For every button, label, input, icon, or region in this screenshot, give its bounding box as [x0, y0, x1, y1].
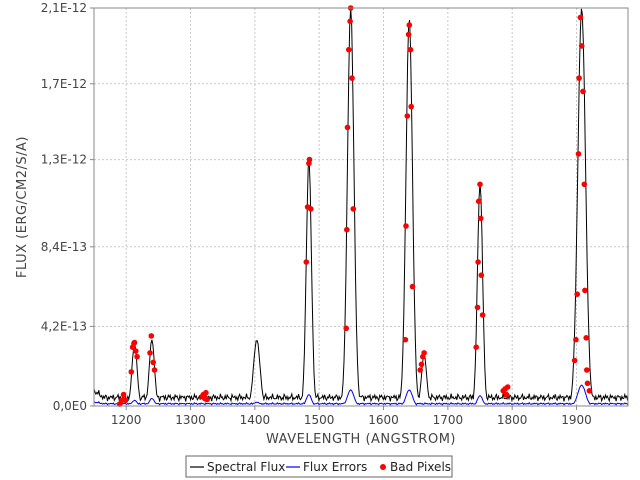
legend: Spectral Flux Flux Errors Bad Pixels [185, 455, 453, 478]
bad-pixel-point [120, 391, 127, 398]
bad-pixel-point [408, 103, 415, 110]
legend-flux-errors: Flux Errors [303, 460, 367, 474]
bad-pixel-point [574, 291, 580, 298]
legend-spectral-flux: Spectral Flux [207, 460, 285, 474]
x-tick-label: 1900 [561, 413, 592, 427]
bad-pixel-point [128, 369, 135, 375]
x-tick-label: 1500 [304, 413, 335, 427]
flux-errors-line [93, 384, 629, 406]
bad-pixel-point [131, 339, 138, 346]
series-layer [93, 5, 629, 407]
bad-pixel-point [344, 226, 350, 233]
bad-pixel-point [402, 336, 409, 343]
bad-pixel-point [578, 43, 585, 49]
bad-pixel-point [418, 361, 425, 368]
bad-pixel-point [406, 22, 413, 28]
x-axis-title: WAVELENGTH (ANGSTROM) [266, 432, 456, 447]
bad-pixel-point [133, 348, 139, 354]
x-tick-label: 1800 [497, 413, 528, 427]
bad-pixel-point [571, 357, 578, 364]
bad-pixel-point [474, 304, 481, 311]
y-tick-label: 8,4E-13 [41, 240, 87, 254]
bad-pixel-point [350, 206, 357, 212]
bad-pixel-point [150, 359, 156, 366]
bad-pixel-point [404, 113, 411, 119]
bad-pixel-point [403, 223, 409, 229]
bad-pixel-point [421, 350, 427, 356]
bad-pixel-point [151, 367, 158, 373]
bad-pixel-point [405, 31, 412, 38]
y-tick-label: 0,0E0 [53, 399, 87, 413]
legend-bad-pixels-marker [380, 464, 386, 470]
y-axis-title: FLUX (ERG/CM2/S/A) [15, 136, 30, 278]
bad-pixel-point [475, 259, 481, 265]
y-tick-label: 2,1E-12 [41, 1, 87, 15]
x-tick-label: 1700 [433, 413, 464, 427]
legend-box [185, 455, 453, 478]
bad-pixel-point [122, 397, 129, 404]
bad-pixel-point [504, 384, 511, 390]
bad-pixel-point [308, 206, 314, 212]
bad-pixel-point [479, 312, 486, 318]
plot-background [94, 8, 628, 406]
bad-pixel-point [584, 380, 591, 387]
bad-pixel-point [417, 367, 424, 373]
bad-pixel-point [306, 156, 313, 163]
bad-pixel-point [586, 388, 593, 394]
bad-pixel-point [203, 389, 209, 396]
bad-pixel-point [303, 259, 310, 265]
bad-pixel-point [576, 75, 582, 81]
bad-pixel-point [584, 367, 590, 373]
bad-pixel-point [349, 75, 355, 81]
bad-pixel-point [577, 14, 584, 21]
bad-pixel-point [580, 88, 586, 95]
bad-pixel-point [478, 272, 485, 279]
y-tick-label: 4,2E-13 [41, 319, 87, 333]
x-tick-label: 1200 [111, 413, 142, 427]
bad-pixel-point [503, 391, 510, 398]
bad-pixel-point [473, 344, 480, 351]
y-tick-label: 1,7E-12 [41, 77, 87, 91]
bad-pixel-point [583, 335, 589, 341]
bad-pixel-point [407, 46, 414, 53]
bad-pixel-point [343, 325, 350, 332]
bad-pixel-point [204, 396, 210, 403]
x-tick-label: 1300 [175, 413, 206, 427]
bad-pixel-point [582, 287, 588, 294]
bad-pixel-point [347, 18, 353, 25]
y-tick-label: 1,3E-12 [41, 153, 87, 167]
plot-frame [93, 7, 629, 407]
bad-pixel-point [409, 283, 416, 290]
spectral-flux-line [93, 7, 629, 403]
bad-pixel-point [346, 46, 352, 53]
axis-ticks: 1200 1300 1400 1500 1600 1700 1800 1900 0,0E0 4,2… [41, 1, 592, 427]
x-tick-label: 1600 [368, 413, 399, 427]
bad-pixel-point [477, 215, 484, 222]
bad-pixel-point [475, 198, 482, 205]
bad-pixel-point [575, 151, 582, 157]
x-tick-label: 1400 [240, 413, 271, 427]
bad-pixel-point [134, 353, 140, 360]
bad-pixel-point [573, 336, 579, 343]
bad-pixel-point [477, 181, 483, 188]
bad-pixel-point [344, 124, 351, 131]
legend-bad-pixels: Bad Pixels [390, 460, 451, 474]
bad-pixel-point [148, 333, 155, 339]
bad-pixel-point [147, 350, 153, 356]
bad-pixel-point [581, 181, 588, 188]
